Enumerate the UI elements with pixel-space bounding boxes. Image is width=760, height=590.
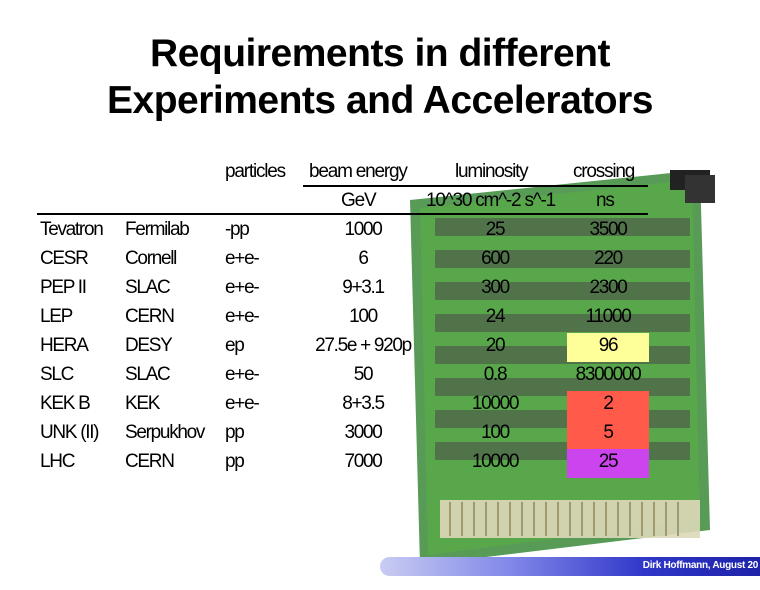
cell-luminosity: 300 [481, 277, 510, 298]
cell-particles: pp [225, 451, 245, 472]
table-row: CESR Cornell e+e- 6 600 220 [0, 246, 760, 275]
title-line-1: Requirements in different [150, 32, 610, 75]
cell-luminosity: 25 [485, 219, 506, 240]
cell-lab: Cornell [125, 248, 177, 269]
table-row: HERA DESY ep 27.5e + 920p 20 96 [0, 333, 760, 362]
cell-experiment: LHC [40, 451, 75, 472]
cell-lab: CERN [125, 306, 175, 327]
cell-experiment: Tevatron [40, 219, 104, 240]
cell-experiment: PEP II [40, 277, 87, 298]
table-row: PEP II SLAC e+e- 9+3.1 300 2300 [0, 275, 760, 304]
cell-crossing: 25 [598, 451, 619, 472]
table-row: LHC CERN pp 7000 10000 25 [0, 449, 760, 478]
table-header-divider [37, 213, 648, 215]
slide-title: Requirements in different Experiments an… [0, 30, 760, 124]
cell-particles: e+e- [225, 393, 260, 414]
cell-particles: pp [225, 422, 245, 443]
cell-energy: 27.5e + 920p [315, 335, 412, 356]
cell-particles: e+e- [225, 277, 260, 298]
table-row: Tevatron Fermilab -pp 1000 25 3500 [0, 217, 760, 246]
cell-crossing: 3500 [589, 219, 627, 240]
cell-luminosity: 20 [485, 335, 506, 356]
cell-crossing: 11000 [585, 306, 632, 327]
cell-lab: Serpukhov [125, 422, 205, 443]
cell-experiment: KEK B [40, 393, 91, 414]
cell-lab: SLAC [125, 277, 171, 298]
cell-particles: e+e- [225, 306, 260, 327]
cell-crossing: 220 [594, 248, 623, 269]
cell-luminosity: 100 [481, 422, 510, 443]
cell-lab: CERN [125, 451, 175, 472]
header-underline [303, 185, 648, 187]
cell-crossing: 5 [603, 422, 614, 443]
cell-lab: Fermilab [125, 219, 190, 240]
table-row: LEP CERN e+e- 100 24 11000 [0, 304, 760, 333]
unit-beam-energy: GeV [341, 190, 377, 211]
cell-experiment: HERA [40, 335, 89, 356]
cell-energy: 1000 [344, 219, 382, 240]
cell-energy: 3000 [344, 422, 382, 443]
cell-energy: 7000 [344, 451, 382, 472]
cell-crossing: 96 [598, 335, 619, 356]
cell-experiment: LEP [40, 306, 73, 327]
cell-experiment: UNK (II) [40, 422, 100, 443]
footer-bar: Dirk Hoffmann, August 20 [380, 557, 760, 576]
crossing-highlight [567, 391, 649, 420]
cell-crossing: 8300000 [575, 364, 642, 385]
cell-energy: 50 [353, 364, 374, 385]
cell-luminosity: 10000 [471, 451, 520, 472]
unit-luminosity: 10^30 cm^-2 s^-1 [426, 190, 556, 211]
header-particles: particles [225, 161, 286, 182]
table-row: UNK (II) Serpukhov pp 3000 100 5 [0, 420, 760, 449]
unit-crossing: ns [596, 190, 615, 211]
table-row: SLC SLAC e+e- 50 0.8 8300000 [0, 362, 760, 391]
crossing-highlight [567, 449, 649, 478]
cell-energy: 100 [349, 306, 378, 327]
cell-energy: 8+3.5 [342, 393, 385, 414]
header-beam-energy: beam energy [309, 161, 408, 182]
header-luminosity: luminosity [455, 161, 529, 182]
cell-crossing: 2300 [589, 277, 627, 298]
header-crossing: crossing [573, 161, 635, 182]
crossing-highlight [567, 420, 649, 449]
title-line-2: Experiments and Accelerators [107, 79, 653, 122]
cell-luminosity: 24 [485, 306, 506, 327]
cell-lab: DESY [125, 335, 173, 356]
cell-experiment: CESR [40, 248, 89, 269]
cell-luminosity: 10000 [471, 393, 520, 414]
cell-particles: -pp [225, 219, 250, 240]
cell-experiment: SLC [40, 364, 74, 385]
cell-lab: KEK [125, 393, 160, 414]
cell-luminosity: 600 [481, 248, 510, 269]
cell-energy: 9+3.1 [342, 277, 385, 298]
footer-author: Dirk Hoffmann, August 20 [642, 560, 759, 571]
table-row: KEK B KEK e+e- 8+3.5 10000 2 [0, 391, 760, 420]
cell-lab: SLAC [125, 364, 171, 385]
cell-crossing: 2 [603, 393, 614, 414]
crossing-highlight [567, 333, 649, 362]
cell-particles: e+e- [225, 248, 260, 269]
cell-energy: 6 [358, 248, 369, 269]
cell-luminosity: 0.8 [483, 364, 508, 385]
cell-particles: e+e- [225, 364, 260, 385]
cell-particles: ep [225, 335, 245, 356]
